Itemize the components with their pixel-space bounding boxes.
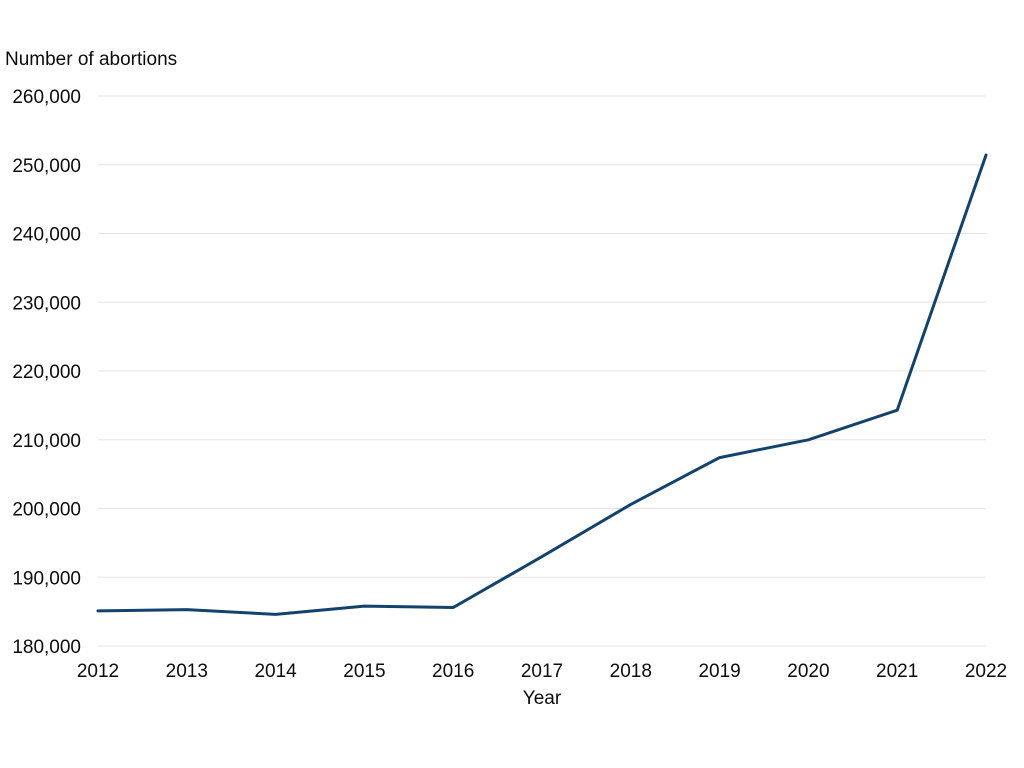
y-tick-label: 210,000 bbox=[12, 431, 81, 452]
y-axis-label: Number of abortions bbox=[5, 49, 177, 70]
series-lines bbox=[96, 153, 988, 616]
y-tick-label: 240,000 bbox=[12, 225, 81, 246]
x-axis-label: Year bbox=[523, 688, 562, 709]
y-tick-label: 200,000 bbox=[12, 500, 81, 521]
x-tick-label: 2019 bbox=[698, 661, 740, 682]
x-tick-label: 2013 bbox=[166, 661, 208, 682]
x-tick-label: 2015 bbox=[343, 661, 385, 682]
y-tick-label: 220,000 bbox=[12, 362, 81, 383]
x-tick-label: 2022 bbox=[965, 661, 1007, 682]
x-tick-label: 2017 bbox=[521, 661, 563, 682]
y-tick-label: 260,000 bbox=[12, 87, 81, 108]
x-tick-label: 2012 bbox=[77, 661, 119, 682]
series-line bbox=[96, 153, 988, 616]
y-tick-labels: 180,000 190,000 200,000 210,000 220,000 230,0… bbox=[12, 87, 81, 658]
y-tick-label: 250,000 bbox=[12, 156, 81, 177]
y-tick-label: 190,000 bbox=[12, 568, 81, 589]
x-tick-label: 2016 bbox=[432, 661, 474, 682]
y-tick-label: 230,000 bbox=[12, 293, 81, 314]
y-tick-label: 180,000 bbox=[12, 637, 81, 658]
x-tick-label: 2020 bbox=[787, 661, 829, 682]
x-tick-label: 2014 bbox=[254, 661, 297, 682]
x-tick-labels: 2012 2013 2014 2015 2016 2017 2018 2019 2020 2021… bbox=[77, 661, 1007, 682]
x-tick-label: 2018 bbox=[610, 661, 652, 682]
gridlines bbox=[98, 95, 986, 647]
x-tick-label: 2021 bbox=[876, 661, 918, 682]
